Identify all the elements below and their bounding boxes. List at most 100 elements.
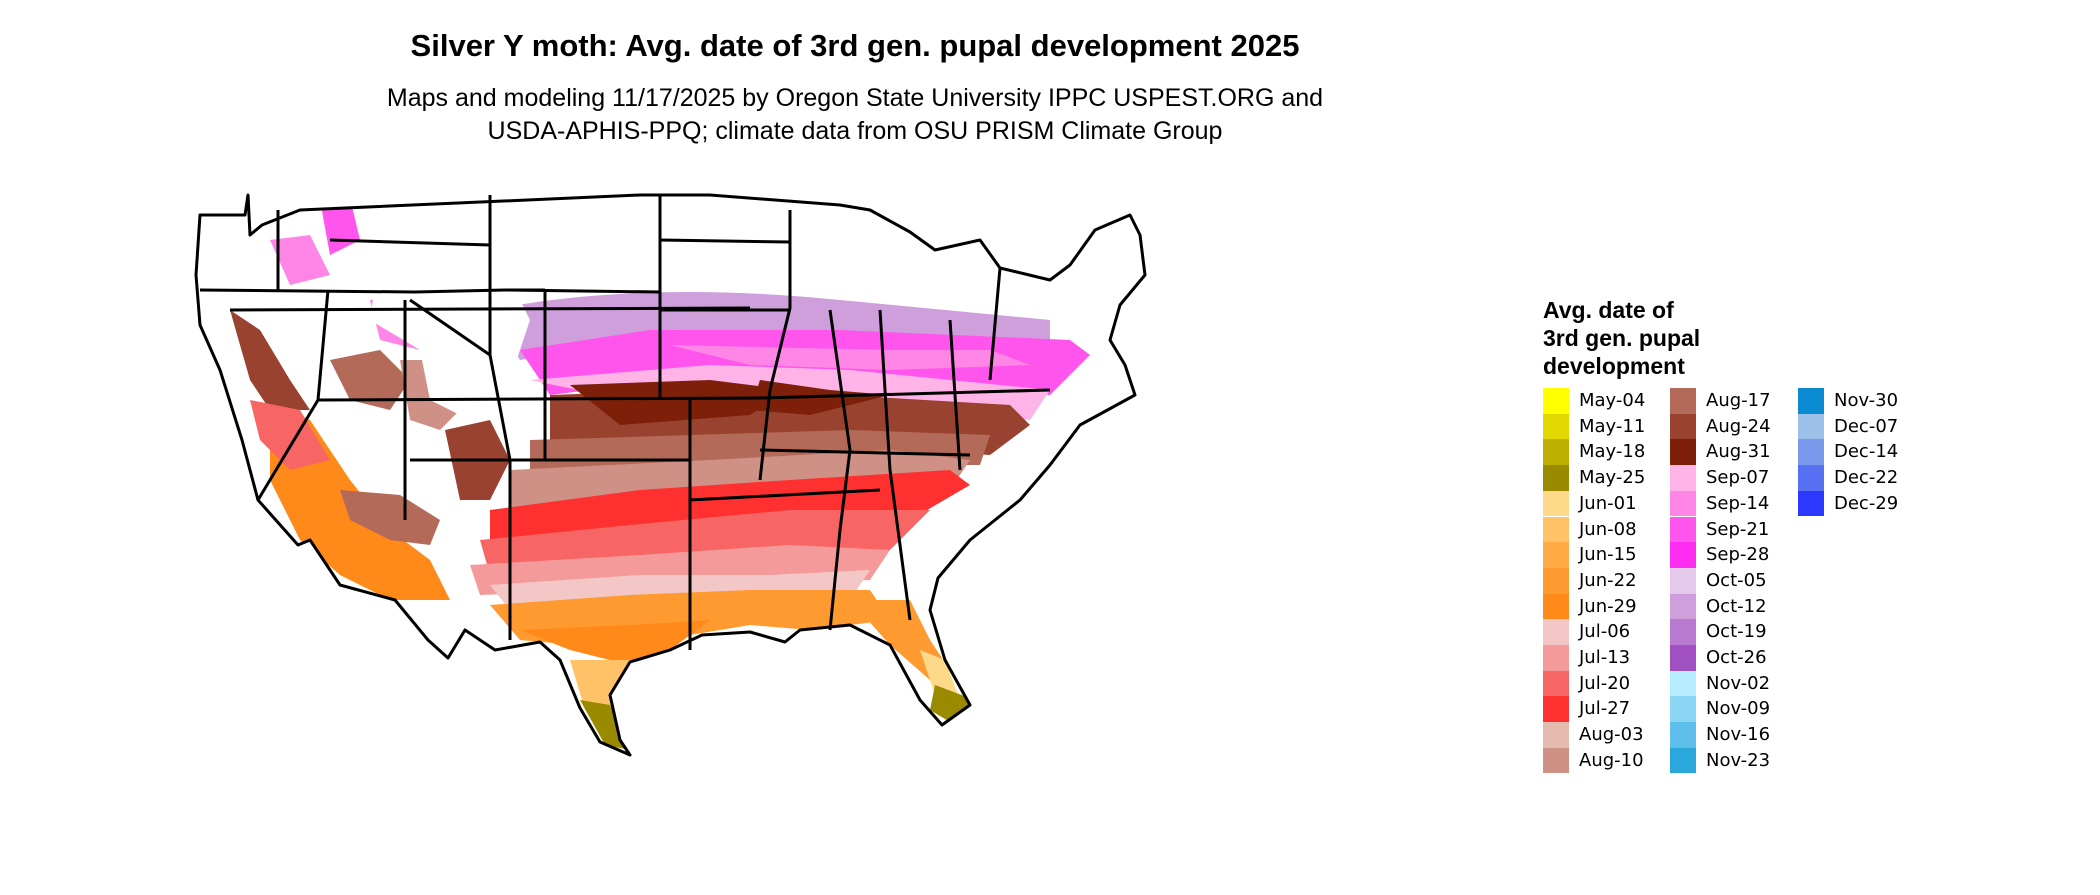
legend-item: Dec-22: [1798, 465, 1923, 491]
legend-item: Jun-29: [1543, 593, 1668, 620]
legend-label: Aug-17: [1706, 390, 1771, 411]
legend-swatch: [1543, 696, 1569, 723]
legend-label: Sep-28: [1706, 544, 1770, 566]
legend-swatch: [1670, 439, 1696, 466]
legend-swatch: [1543, 516, 1569, 543]
legend-swatch: [1543, 567, 1569, 594]
legend-swatch: [1670, 413, 1696, 440]
legend-swatch: [1543, 722, 1569, 748]
legend-item: Dec-29: [1798, 490, 1923, 517]
legend-item: Jun-22: [1543, 567, 1668, 594]
legend-swatch: [1670, 567, 1696, 594]
legend-swatch: [1798, 439, 1824, 466]
legend-swatch: [1543, 439, 1569, 466]
legend-swatch: [1798, 413, 1824, 440]
legend-swatch: [1543, 670, 1569, 697]
legend-item: May-25: [1543, 465, 1668, 491]
legend-label: Aug-24: [1706, 415, 1771, 437]
legend-title: Avg. date of 3rd gen. pupal development: [1543, 296, 1763, 380]
legend-label: May-11: [1579, 415, 1646, 437]
legend-label: Nov-23: [1706, 749, 1771, 771]
legend-item: Sep-14: [1670, 490, 1795, 517]
legend-item: Dec-14: [1798, 439, 1923, 466]
legend-swatch: [1670, 490, 1696, 517]
legend-item: Nov-30: [1798, 388, 1923, 414]
legend-swatch: [1543, 413, 1569, 440]
legend-item: Jun-08: [1543, 516, 1668, 543]
legend-swatch: [1543, 747, 1569, 774]
legend-swatch: [1670, 593, 1696, 620]
legend-label: Jun-08: [1579, 518, 1637, 540]
legend-item: May-18: [1543, 439, 1668, 466]
legend-swatch: [1543, 593, 1569, 620]
legend-item: Jul-27: [1543, 696, 1668, 723]
legend-item: Aug-10: [1543, 747, 1668, 774]
legend-swatch: [1670, 670, 1696, 697]
legend-title-line: development: [1543, 353, 1685, 379]
us-map: [194, 193, 1147, 757]
legend-label: May-18: [1579, 441, 1646, 463]
legend-title-line: Avg. date of: [1543, 297, 1674, 323]
legend-item: Jul-13: [1543, 645, 1668, 671]
legend-label: Dec-29: [1834, 492, 1899, 514]
legend-item: Sep-21: [1670, 516, 1795, 543]
legend-swatch: [1543, 388, 1569, 414]
legend-label: Oct-05: [1706, 569, 1767, 591]
legend-label: Dec-14: [1834, 441, 1899, 463]
legend-label: Sep-21: [1706, 518, 1770, 540]
legend-label: Jun-01: [1579, 492, 1637, 514]
map-subtitle: Maps and modeling 11/17/2025 by Oregon S…: [0, 82, 1710, 148]
legend-item: Jun-15: [1543, 542, 1668, 568]
legend-swatch: [1543, 542, 1569, 568]
legend-item: Jul-06: [1543, 619, 1668, 645]
legend-item: Sep-07: [1670, 465, 1795, 491]
legend-swatch: [1670, 696, 1696, 723]
legend-label: Jun-22: [1579, 569, 1637, 591]
legend-label: Jun-29: [1579, 595, 1637, 617]
legend-label: Oct-19: [1706, 621, 1767, 643]
legend-label: Aug-10: [1579, 749, 1644, 771]
legend-label: Aug-03: [1579, 724, 1644, 746]
legend-label: Jul-27: [1579, 698, 1631, 720]
legend-item: Aug-17: [1670, 388, 1795, 414]
legend-label: Jul-20: [1579, 672, 1631, 694]
legend-item: Jul-20: [1543, 670, 1668, 697]
legend-label: Jun-15: [1579, 544, 1637, 566]
legend-label: Jul-06: [1579, 621, 1631, 643]
map-title: Silver Y moth: Avg. date of 3rd gen. pup…: [410, 28, 1300, 63]
legend-swatch: [1670, 722, 1696, 748]
legend-label: Aug-31: [1706, 441, 1771, 463]
legend-swatch: [1798, 490, 1824, 517]
legend-label: Oct-12: [1706, 595, 1767, 617]
legend-swatch: [1670, 619, 1696, 645]
legend-label: Nov-09: [1706, 698, 1771, 720]
legend-item: Aug-24: [1670, 413, 1795, 440]
legend-label: Sep-07: [1706, 467, 1770, 489]
legend-label: Oct-26: [1706, 647, 1767, 668]
legend-swatch: [1543, 645, 1569, 671]
legend-item: Jun-01: [1543, 490, 1668, 517]
subtitle-line-1: Maps and modeling 11/17/2025 by Oregon S…: [386, 84, 1324, 112]
legend-item: Oct-05: [1670, 567, 1795, 594]
legend-item: Sep-28: [1670, 542, 1795, 568]
legend-swatch: [1670, 388, 1696, 414]
legend-label: May-25: [1579, 467, 1646, 489]
legend-label: Nov-02: [1706, 672, 1771, 694]
subtitle-line-2: USDA-APHIS-PPQ; climate data from OSU PR…: [487, 117, 1223, 145]
legend-item: Nov-02: [1670, 670, 1795, 697]
legend-item: Aug-03: [1543, 722, 1668, 748]
legend-item: Oct-26: [1670, 645, 1795, 671]
legend-swatch: [1670, 465, 1696, 491]
legend-swatch: [1798, 465, 1824, 491]
legend-label: Sep-14: [1706, 492, 1770, 514]
legend-label: Jul-13: [1579, 647, 1631, 668]
legend-swatch: [1670, 542, 1696, 568]
legend-label: Nov-30: [1834, 390, 1899, 411]
legend-item: Nov-09: [1670, 696, 1795, 723]
legend: Avg. date of 3rd gen. pupal development …: [1543, 296, 1898, 774]
legend-item: Nov-16: [1670, 722, 1795, 748]
legend-label: May-04: [1579, 390, 1646, 411]
legend-item: Oct-19: [1670, 619, 1795, 645]
legend-swatch: [1670, 516, 1696, 543]
legend-item: Dec-07: [1798, 413, 1923, 440]
